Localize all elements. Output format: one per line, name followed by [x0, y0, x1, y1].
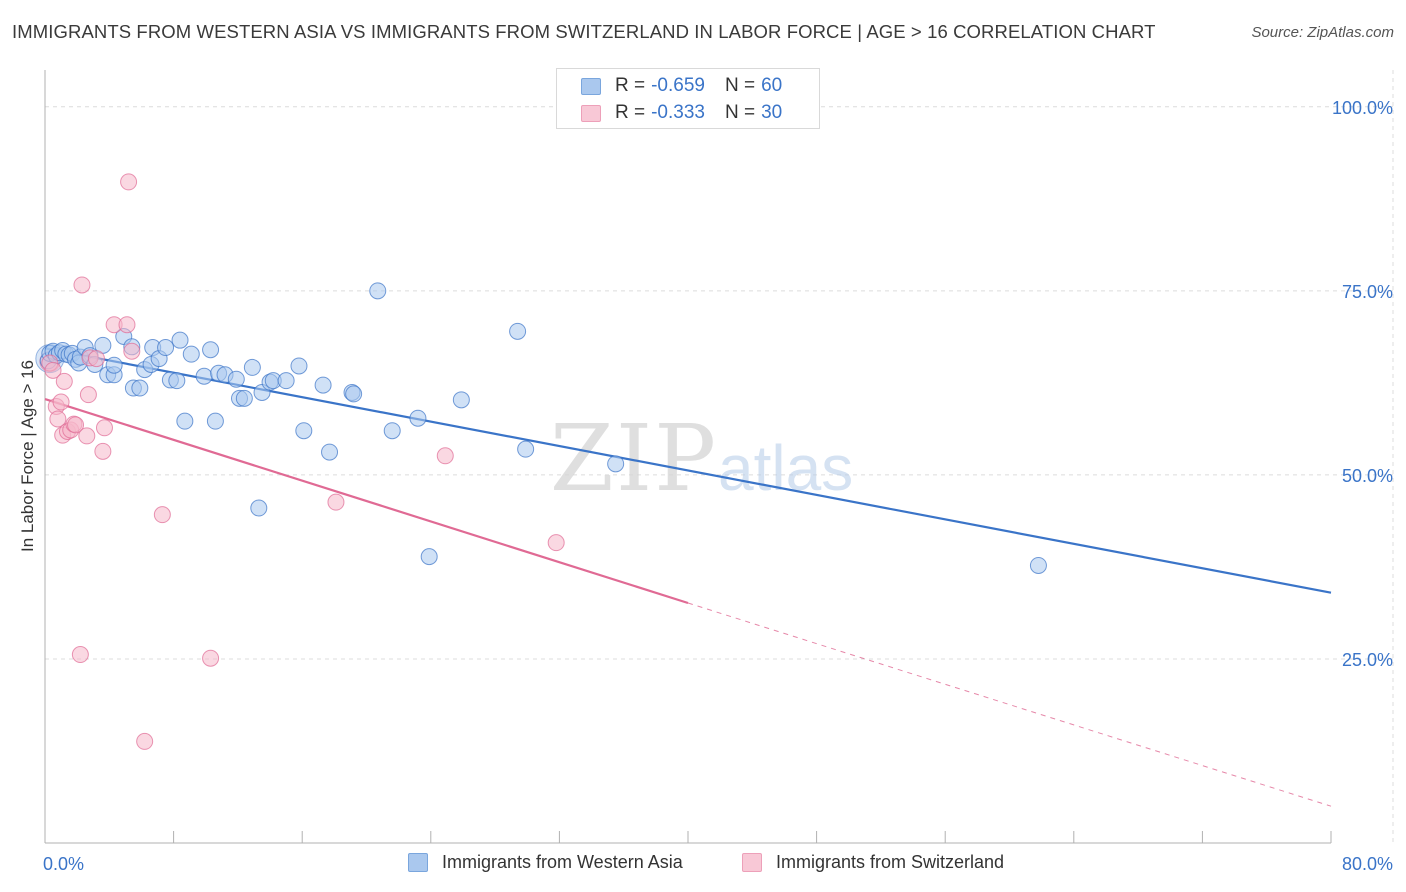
r-label: R = — [615, 102, 646, 123]
legend-label: Immigrants from Switzerland — [776, 852, 1005, 872]
point-western-asia — [509, 322, 527, 340]
trend-line-switzerland-extrapolated — [687, 602, 1332, 807]
point-western-asia — [277, 372, 295, 390]
point-switzerland — [78, 427, 96, 445]
y-axis-label: In Labor Force | Age > 16 — [18, 359, 37, 553]
point-western-asia — [321, 443, 339, 461]
legend-swatch-pink — [581, 104, 601, 122]
point-western-asia — [345, 385, 363, 403]
point-western-asia — [176, 412, 194, 430]
point-western-asia — [243, 358, 261, 376]
point-western-asia — [206, 412, 224, 430]
point-switzerland — [436, 447, 454, 465]
stats-legend: R = -0.659 N = 60 R = -0.333 N = 30 — [556, 68, 820, 129]
point-switzerland — [118, 316, 136, 334]
y-tick-label: 75.0% — [1342, 282, 1393, 302]
watermark-zip: ZIP — [550, 405, 718, 512]
point-switzerland — [44, 361, 62, 379]
legend-item-switzerland[interactable]: Immigrants from Switzerland — [742, 852, 1004, 873]
axes — [44, 70, 1332, 844]
n-label: N = — [724, 75, 756, 96]
point-switzerland — [94, 442, 112, 460]
watermark-atlas: atlas — [718, 432, 853, 504]
point-western-asia — [295, 422, 313, 440]
point-western-asia — [182, 345, 200, 363]
point-western-asia — [290, 357, 308, 375]
point-switzerland — [327, 493, 345, 511]
point-switzerland — [67, 416, 85, 434]
point-western-asia — [235, 389, 253, 407]
point-western-asia — [105, 356, 123, 374]
legend-item-western-asia[interactable]: Immigrants from Western Asia — [408, 852, 683, 873]
point-switzerland — [55, 372, 73, 390]
point-western-asia — [517, 440, 535, 458]
point-switzerland — [73, 276, 91, 294]
n-label: N = — [724, 102, 756, 123]
point-switzerland — [123, 342, 141, 360]
point-switzerland — [95, 419, 113, 437]
point-western-asia — [369, 282, 387, 300]
point-western-asia — [168, 372, 186, 390]
point-switzerland — [136, 732, 154, 750]
scatter-points — [35, 173, 1047, 750]
n-value: 60 — [761, 75, 783, 96]
point-switzerland — [120, 173, 138, 191]
point-western-asia — [131, 379, 149, 397]
point-western-asia — [250, 499, 268, 517]
y-tick-label: 100.0% — [1332, 98, 1393, 118]
point-western-asia — [227, 370, 245, 388]
legend-swatch-blue — [581, 77, 601, 95]
source-label: Source: ZipAtlas.com — [1251, 24, 1394, 41]
legend-swatch-pink — [742, 853, 762, 872]
point-switzerland — [202, 649, 220, 667]
point-western-asia — [607, 455, 625, 473]
point-western-asia — [195, 367, 213, 385]
point-western-asia — [157, 339, 175, 357]
r-value: -0.333 — [651, 102, 705, 123]
y-tick-labels: 25.0% 50.0% 75.0% 100.0% — [1332, 98, 1393, 670]
point-switzerland — [71, 646, 89, 664]
stats-row-switzerland: R = -0.333 N = 30 — [581, 100, 782, 126]
point-western-asia — [420, 548, 438, 566]
chart-title: IMMIGRANTS FROM WESTERN ASIA VS IMMIGRAN… — [12, 21, 1156, 42]
legend-swatch-blue — [408, 853, 428, 872]
point-switzerland — [153, 506, 171, 524]
point-western-asia — [383, 422, 401, 440]
r-label: R = — [615, 75, 646, 96]
gridlines — [45, 70, 1394, 843]
point-western-asia — [171, 331, 189, 349]
point-western-asia — [409, 409, 427, 427]
point-switzerland — [52, 393, 70, 411]
r-value: -0.659 — [651, 75, 705, 96]
point-western-asia — [1029, 556, 1047, 574]
x-tick-label-min: 0.0% — [43, 854, 84, 874]
point-switzerland — [87, 350, 105, 368]
x-tick-label-max: 80.0% — [1342, 854, 1393, 874]
legend-label: Immigrants from Western Asia — [442, 852, 683, 872]
x-tick-labels: 0.0% 80.0% — [43, 854, 1393, 874]
point-western-asia — [314, 376, 332, 394]
point-switzerland — [547, 534, 565, 552]
point-western-asia — [452, 391, 470, 409]
watermark: ZIP atlas — [550, 405, 853, 512]
series-legend: Immigrants from Western Asia Immigrants … — [0, 852, 1406, 878]
stats-row-western-asia: R = -0.659 N = 60 — [581, 73, 782, 99]
n-value: 30 — [761, 102, 783, 123]
point-switzerland — [49, 410, 67, 428]
trend-line-switzerland — [44, 398, 689, 605]
point-switzerland — [79, 386, 97, 404]
y-tick-label: 50.0% — [1342, 466, 1393, 486]
point-western-asia — [202, 341, 220, 359]
y-tick-label: 25.0% — [1342, 650, 1393, 670]
